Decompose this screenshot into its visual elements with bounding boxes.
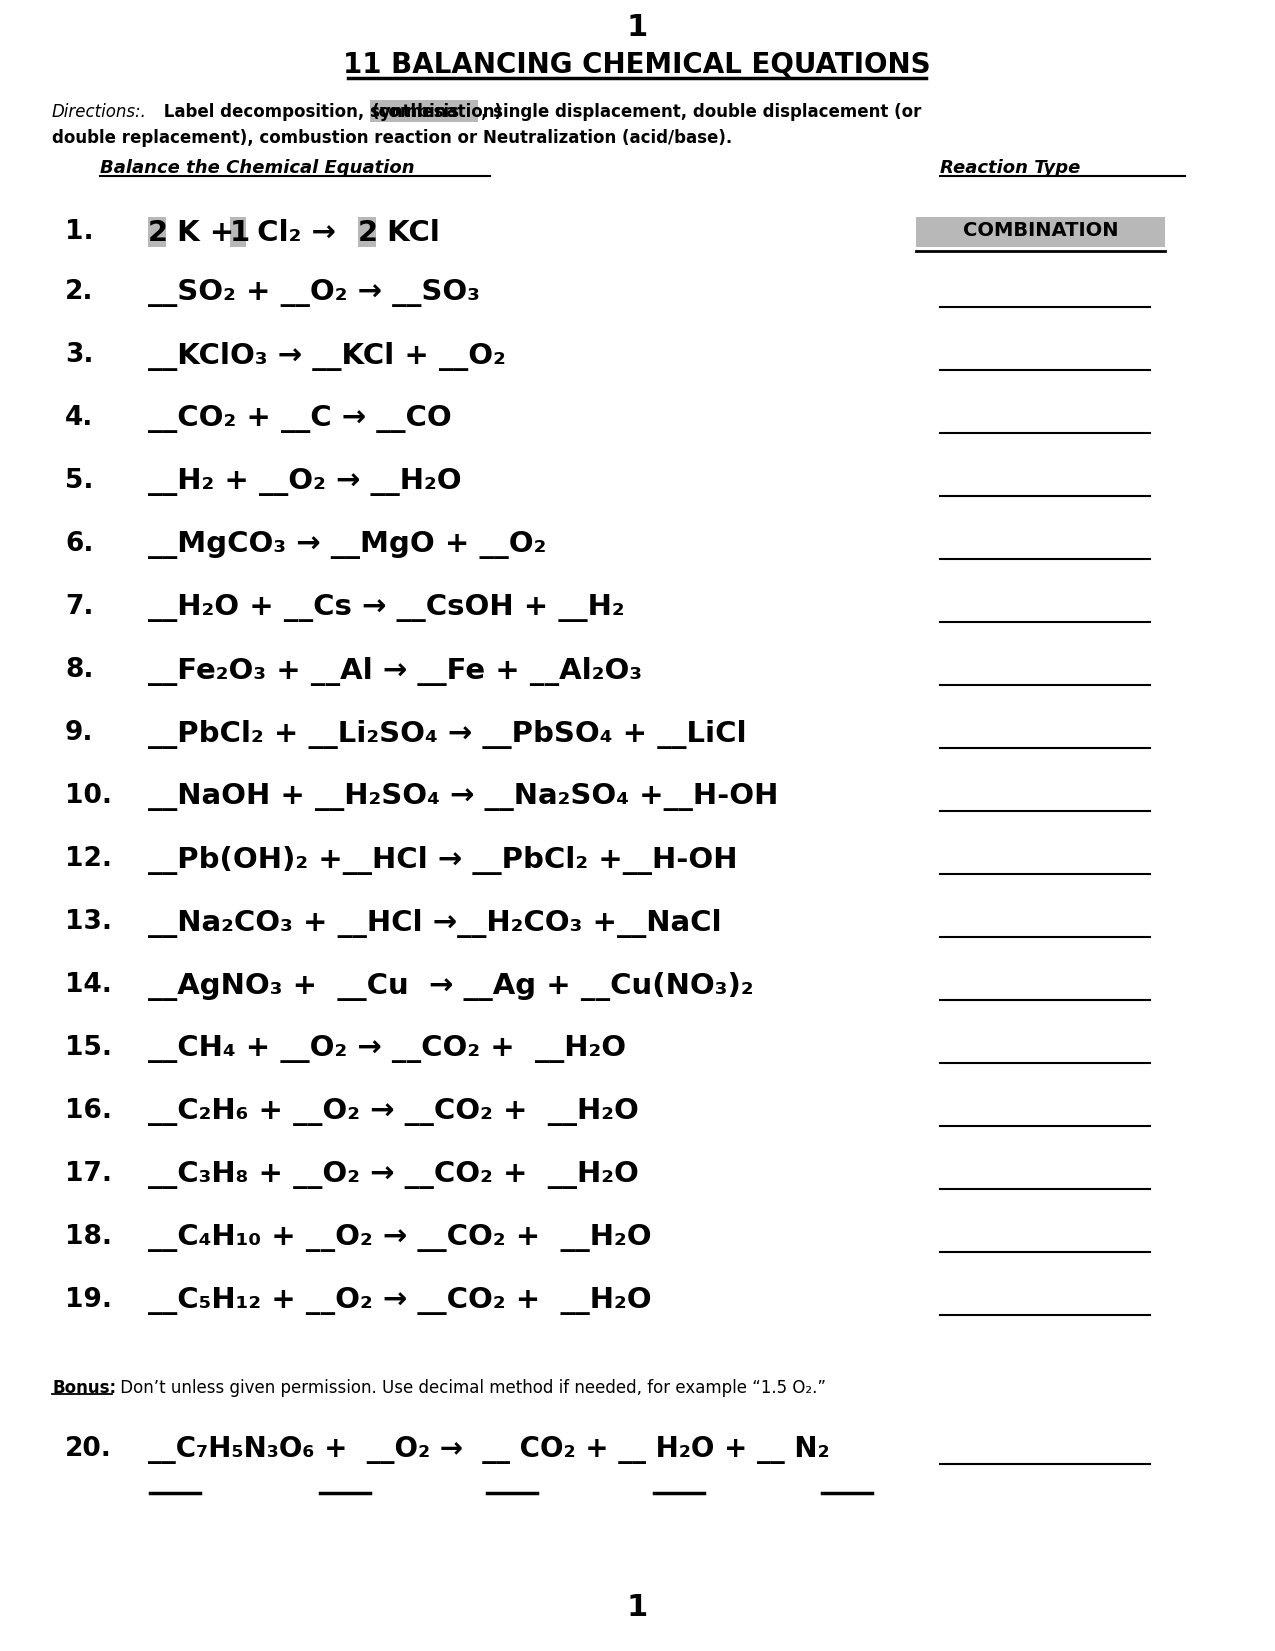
Text: 18.: 18. [65,1223,112,1250]
Text: 6.: 6. [65,532,93,556]
Text: 11 BALANCING CHEMICAL EQUATIONS: 11 BALANCING CHEMICAL EQUATIONS [343,51,931,79]
Text: 8.: 8. [65,657,93,684]
Text: __PbCl₂ + __Li₂SO₄ → __PbSO₄ + __LiCl: __PbCl₂ + __Li₂SO₄ → __PbSO₄ + __LiCl [148,720,747,750]
Text: 7.: 7. [65,594,93,621]
Text: 13.: 13. [65,910,112,934]
Text: 17.: 17. [65,1161,112,1187]
Text: 1.: 1. [65,220,93,244]
FancyBboxPatch shape [230,216,246,248]
Text: Reaction Type: Reaction Type [940,158,1080,177]
Text: 14.: 14. [65,972,112,997]
FancyBboxPatch shape [358,216,376,248]
Text: 9.: 9. [65,720,93,746]
Text: Bonus:: Bonus: [52,1379,116,1397]
Text: Label decomposition, synthesis: Label decomposition, synthesis [158,102,465,121]
Text: __C₂H₆ + __O₂ → __CO₂ +  __H₂O: __C₂H₆ + __O₂ → __CO₂ + __H₂O [148,1098,639,1126]
Text: 2: 2 [358,220,379,248]
Text: , single displacement, double displacement (or: , single displacement, double displaceme… [481,102,922,121]
Text: 10.: 10. [65,783,112,809]
Text: 12.: 12. [65,845,112,872]
Text: 16.: 16. [65,1098,112,1124]
Text: __SO₂ + __O₂ → __SO₃: __SO₂ + __O₂ → __SO₃ [148,279,479,307]
Text: __NaOH + __H₂SO₄ → __Na₂SO₄ +__H-OH: __NaOH + __H₂SO₄ → __Na₂SO₄ +__H-OH [148,783,778,811]
FancyBboxPatch shape [148,216,166,248]
Text: __MgCO₃ → __MgO + __O₂: __MgCO₃ → __MgO + __O₂ [148,532,547,560]
Text: Don’t unless given permission. Use decimal method if needed, for example “1.5 O₂: Don’t unless given permission. Use decim… [115,1379,826,1397]
Text: 5.: 5. [65,467,93,494]
FancyBboxPatch shape [915,216,1165,248]
Text: COMBINATION: COMBINATION [963,221,1118,239]
Text: __Fe₂O₃ + __Al → __Fe + __Al₂O₃: __Fe₂O₃ + __Al → __Fe + __Al₂O₃ [148,657,643,687]
Text: __KClO₃ → __KCl + __O₂: __KClO₃ → __KCl + __O₂ [148,342,506,371]
Text: 4.: 4. [65,404,93,431]
FancyBboxPatch shape [370,101,478,122]
Text: 1: 1 [626,1593,648,1621]
Text: Cl₂ →: Cl₂ → [247,220,346,248]
Text: Directions:.: Directions:. [52,102,147,121]
Text: __Pb(OH)₂ +__HCl → __PbCl₂ +__H-OH: __Pb(OH)₂ +__HCl → __PbCl₂ +__H-OH [148,845,737,875]
Text: (combination): (combination) [372,102,504,121]
Text: __CH₄ + __O₂ → __CO₂ +  __H₂O: __CH₄ + __O₂ → __CO₂ + __H₂O [148,1035,626,1063]
Text: __H₂O + __Cs → __CsOH + __H₂: __H₂O + __Cs → __CsOH + __H₂ [148,594,625,622]
Text: 2: 2 [148,220,168,248]
Text: __AgNO₃ +  __Cu  → __Ag + __Cu(NO₃)₂: __AgNO₃ + __Cu → __Ag + __Cu(NO₃)₂ [148,972,754,1001]
Text: __C₄H₁₀ + __O₂ → __CO₂ +  __H₂O: __C₄H₁₀ + __O₂ → __CO₂ + __H₂O [148,1223,652,1251]
Text: __C₅H₁₂ + __O₂ → __CO₂ +  __H₂O: __C₅H₁₂ + __O₂ → __CO₂ + __H₂O [148,1288,652,1314]
Text: __C₇H₅N₃O₆ +  __O₂ →  __ CO₂ + __ H₂O + __ N₂: __C₇H₅N₃O₆ + __O₂ → __ CO₂ + __ H₂O + __… [148,1436,830,1464]
Text: __C₃H₈ + __O₂ → __CO₂ +  __H₂O: __C₃H₈ + __O₂ → __CO₂ + __H₂O [148,1161,639,1189]
Text: 19.: 19. [65,1288,112,1313]
Text: 2.: 2. [65,279,93,305]
Text: __CO₂ + __C → __CO: __CO₂ + __C → __CO [148,404,451,433]
Text: 1: 1 [626,13,648,41]
Text: K +: K + [167,220,245,248]
Text: KCl: KCl [377,220,440,248]
Text: __Na₂CO₃ + __HCl →__H₂CO₃ +__NaCl: __Na₂CO₃ + __HCl →__H₂CO₃ +__NaCl [148,910,722,938]
Text: 15.: 15. [65,1035,112,1062]
Text: __H₂ + __O₂ → __H₂O: __H₂ + __O₂ → __H₂O [148,467,462,495]
Text: 3.: 3. [65,342,93,368]
Text: Balance the Chemical Equation: Balance the Chemical Equation [99,158,414,177]
Text: double replacement), combustion reaction or Neutralization (acid/base).: double replacement), combustion reaction… [52,129,732,147]
Text: 1: 1 [230,220,250,248]
Text: 20.: 20. [65,1436,112,1463]
